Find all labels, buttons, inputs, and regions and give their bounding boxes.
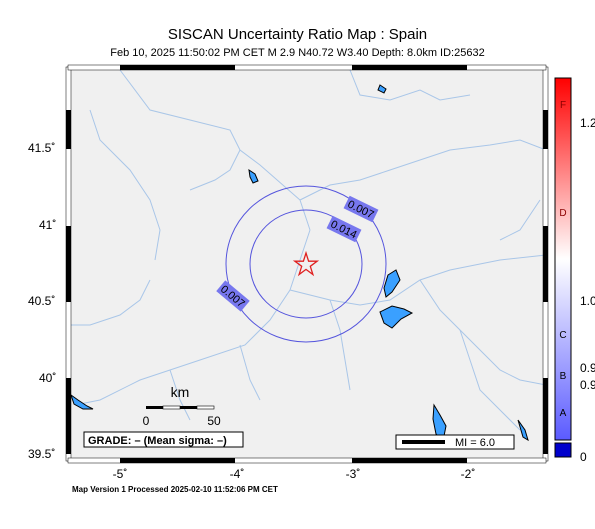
colorbar-value: 0.9 bbox=[580, 361, 595, 375]
longitude-ticks: -5˚ -4˚ -3˚ -2˚ bbox=[113, 467, 476, 481]
map-area bbox=[67, 66, 547, 462]
lon-tick-label: -5˚ bbox=[113, 467, 128, 481]
lat-tick-label: 40˚ bbox=[39, 371, 56, 385]
latitude-ticks: 41.5˚ 41˚ 40.5˚ 40˚ 39.5˚ bbox=[28, 141, 56, 461]
colorbar-bottom-swatch bbox=[554, 442, 572, 458]
event-subtitle: Feb 10, 2025 11:50:02 PM CET M 2.9 N40.7… bbox=[110, 47, 485, 59]
lon-tick-label: -4˚ bbox=[230, 467, 245, 481]
frame-ticks bbox=[65, 64, 549, 464]
contour-label-box bbox=[326, 215, 362, 243]
colorbar-value: 1.2 bbox=[580, 116, 595, 130]
colorbar-letter: C bbox=[559, 330, 566, 341]
contour-label-box bbox=[216, 280, 250, 312]
scale-bar: km 0 50 bbox=[143, 384, 221, 428]
colorbar-letter: F bbox=[560, 100, 566, 111]
colorbar-letter: B bbox=[560, 371, 567, 382]
mmi-legend-line bbox=[402, 440, 445, 444]
scale-bar-title: km bbox=[171, 384, 190, 400]
colorbar-value: 0.9 bbox=[580, 378, 595, 392]
contour-label-box bbox=[343, 195, 379, 223]
colorbar-value: 1.0 bbox=[580, 294, 595, 308]
map-title: SISCAN Uncertainty Ratio Map : Spain bbox=[167, 26, 428, 43]
lon-tick-label: -3˚ bbox=[346, 467, 361, 481]
lat-tick-label: 41.5˚ bbox=[28, 141, 55, 155]
grade-text: GRADE: – (Mean sigma: –) bbox=[88, 435, 227, 447]
rivers bbox=[70, 69, 547, 431]
colorbar-letter: D bbox=[559, 208, 566, 219]
colorbar-letter: A bbox=[560, 408, 567, 419]
grade-box bbox=[83, 431, 244, 448]
scale-bar-label: 50 bbox=[207, 414, 221, 428]
mmi-legend-text: MI = 6.0 bbox=[455, 437, 495, 449]
lat-tick-label: 39.5˚ bbox=[28, 447, 55, 461]
scale-bar-label: 0 bbox=[143, 414, 150, 428]
lat-tick-label: 41˚ bbox=[39, 218, 56, 232]
lakes bbox=[70, 84, 529, 443]
lat-tick-label: 40.5˚ bbox=[28, 294, 55, 308]
mmi-legend-box bbox=[395, 434, 515, 450]
lon-tick-label: -2˚ bbox=[461, 467, 476, 481]
epicenter-star-icon bbox=[292, 250, 320, 277]
processing-footer: Map Version 1 Processed 2025-02-10 11:52… bbox=[72, 485, 278, 494]
uncertainty-contours bbox=[225, 185, 387, 343]
colorbar: F D C B A 1.2 1.0 0.9 0.9 0 bbox=[554, 77, 595, 464]
colorbar-value: 0 bbox=[580, 450, 587, 464]
